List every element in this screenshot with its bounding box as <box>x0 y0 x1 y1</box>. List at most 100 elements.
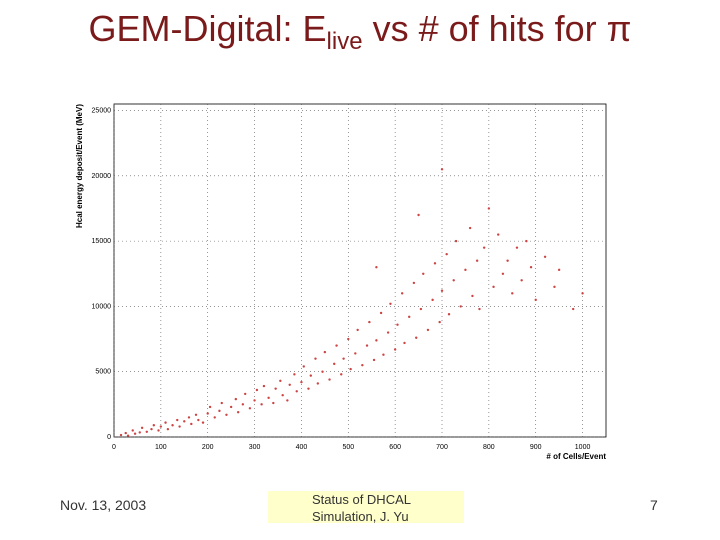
point <box>342 357 345 360</box>
point <box>543 255 547 258</box>
point <box>400 292 404 295</box>
point <box>464 268 467 272</box>
x-tick-label: 600 <box>389 444 401 451</box>
footer-box: Status of DHCAL Simulation, J. Yu <box>268 491 464 524</box>
x-tick-label: 800 <box>483 444 495 451</box>
x-tick-label: 500 <box>342 444 354 451</box>
point <box>187 416 191 419</box>
point <box>190 422 193 426</box>
point <box>354 352 357 355</box>
footer-date: Nov. 13, 2003 <box>60 497 147 513</box>
point <box>475 259 479 262</box>
point <box>241 403 245 406</box>
x-tick-label: 300 <box>249 444 261 451</box>
point <box>506 259 509 262</box>
point <box>361 363 364 367</box>
point <box>403 341 406 345</box>
point <box>183 420 186 423</box>
point <box>417 213 420 217</box>
point <box>126 434 130 437</box>
point <box>178 425 181 428</box>
point <box>386 331 390 334</box>
point <box>553 285 556 289</box>
point <box>487 207 491 210</box>
point <box>288 383 291 386</box>
footer-line: Simulation, J. Yu <box>312 509 409 524</box>
y-tick-label: 15000 <box>92 238 112 245</box>
x-tick-label: 0 <box>112 444 116 451</box>
point <box>440 289 444 292</box>
chart: 0 100 200 300 400 500 600 700 800 900 100005000100… <box>75 103 607 461</box>
point <box>197 418 200 422</box>
point <box>321 370 324 373</box>
title-subscript: live <box>326 28 363 56</box>
point <box>133 432 137 435</box>
point <box>478 307 481 311</box>
point <box>140 426 144 430</box>
title-rest: vs # of hits for π <box>372 8 632 49</box>
point <box>176 418 179 422</box>
point <box>581 292 584 295</box>
page-number: 7 <box>650 497 658 513</box>
point <box>511 292 514 295</box>
point <box>471 294 474 298</box>
point <box>419 307 423 311</box>
point <box>438 320 441 324</box>
point <box>375 266 378 269</box>
point <box>497 233 500 236</box>
point <box>225 413 228 416</box>
point <box>260 403 263 406</box>
point <box>412 281 416 285</box>
point <box>208 405 212 409</box>
point <box>236 410 240 414</box>
y-tick-label: 25000 <box>92 108 112 115</box>
point <box>572 307 575 311</box>
point <box>382 353 385 356</box>
point <box>274 387 277 390</box>
point <box>159 425 163 428</box>
point <box>138 431 141 434</box>
point <box>333 362 336 366</box>
point <box>433 262 437 265</box>
point <box>145 430 148 433</box>
point <box>447 313 451 316</box>
point <box>255 388 259 392</box>
point <box>152 424 156 427</box>
point <box>281 394 284 397</box>
footer-line: Status of DHCAL <box>312 492 411 507</box>
point <box>234 397 238 401</box>
point <box>248 407 252 410</box>
plot-frame <box>113 103 607 438</box>
x-tick-label: 100 <box>155 444 167 451</box>
point <box>124 431 127 435</box>
x-axis-label: # of Cells/Event <box>546 452 606 461</box>
x-tick-label: 200 <box>202 444 214 451</box>
point <box>415 336 418 339</box>
point <box>131 429 134 432</box>
point <box>349 367 352 371</box>
point <box>194 413 198 416</box>
point <box>492 285 495 289</box>
point <box>157 429 160 432</box>
point <box>295 390 298 393</box>
point <box>340 373 343 376</box>
point <box>316 382 320 385</box>
point <box>220 401 223 405</box>
point <box>166 427 170 431</box>
point <box>150 427 153 431</box>
y-tick-label: 0 <box>107 434 111 441</box>
point <box>323 350 327 354</box>
x-tick-label: 400 <box>296 444 308 451</box>
point <box>213 416 216 419</box>
point <box>445 252 448 256</box>
point <box>293 373 296 376</box>
point <box>408 315 411 319</box>
point <box>309 374 312 377</box>
point <box>534 298 537 302</box>
point <box>525 239 528 243</box>
point <box>375 339 378 342</box>
point <box>515 246 519 249</box>
point <box>440 168 444 171</box>
point <box>452 279 455 282</box>
